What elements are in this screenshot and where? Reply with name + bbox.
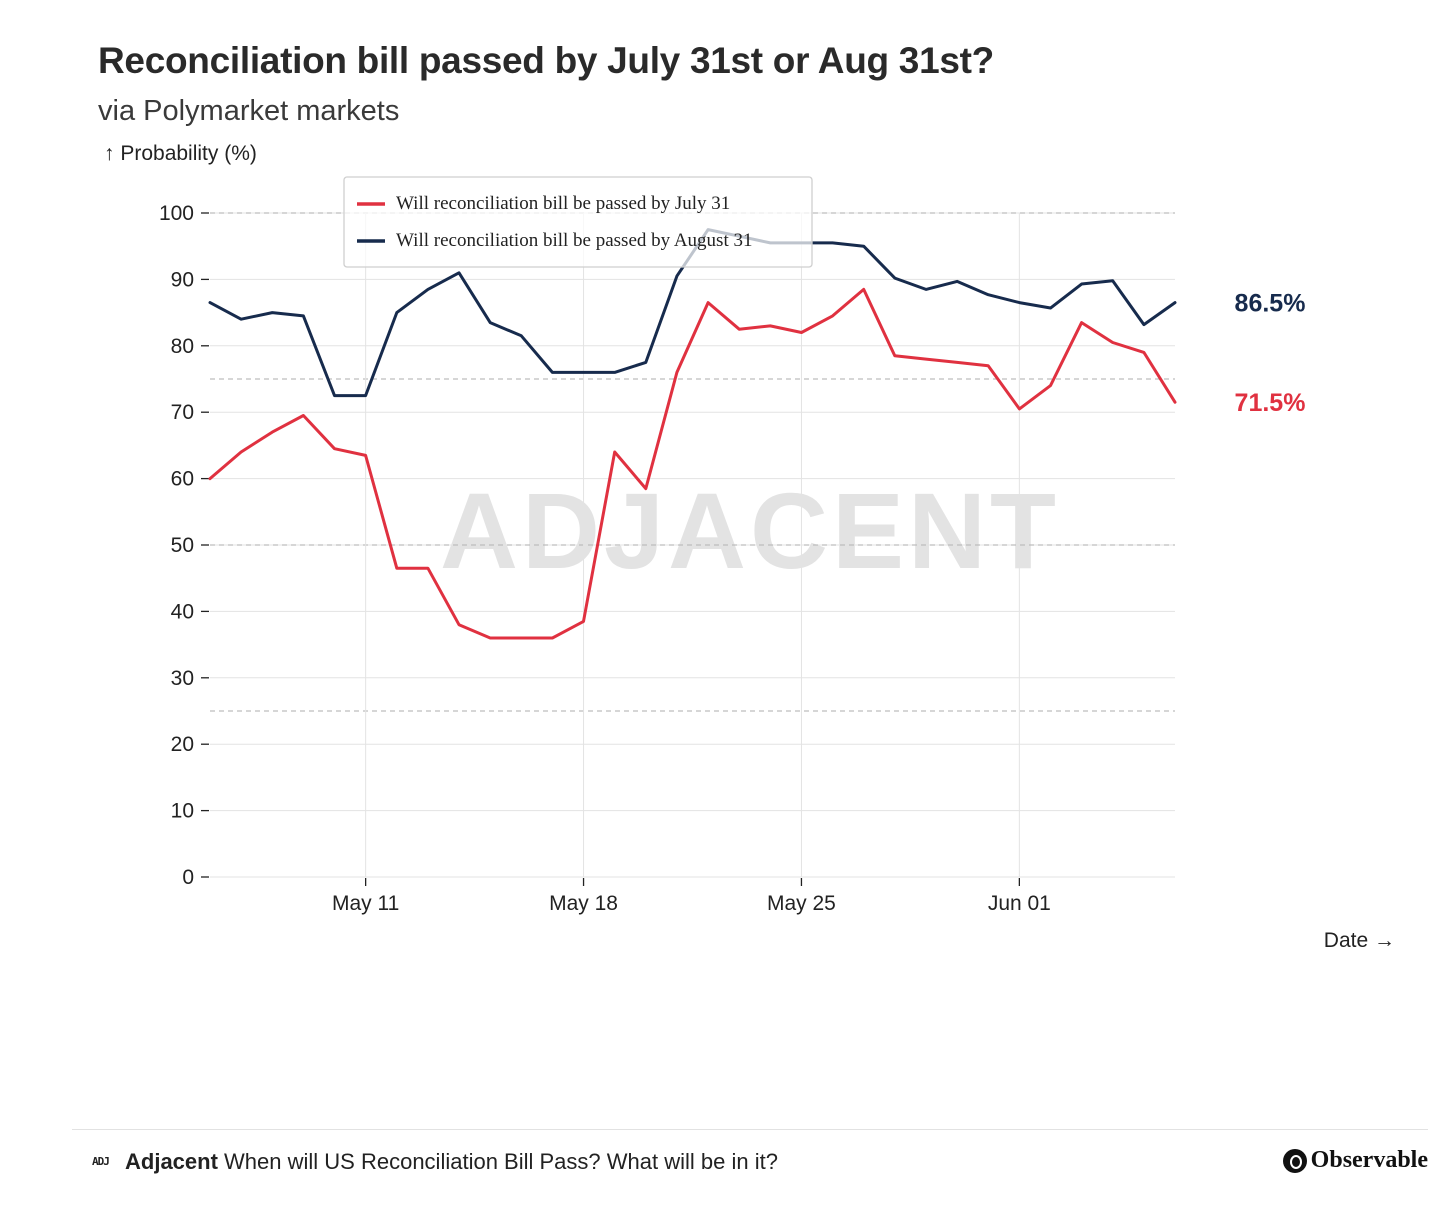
y-tick-label: 10	[171, 800, 194, 823]
legend-box	[343, 176, 813, 268]
legend-label-2: Will reconciliation bill be passed by Au…	[396, 230, 752, 251]
observable-link[interactable]: Observable	[1282, 1147, 1428, 1174]
end-label-2: 86.5%	[1235, 290, 1306, 318]
y-tick-label: 40	[171, 600, 194, 623]
y-tick-label: 60	[171, 468, 194, 491]
footer-link[interactable]: Adjacent When will US Reconciliation Bil…	[125, 1149, 778, 1175]
end-labels: 71.5% 86.5%	[1235, 290, 1306, 418]
y-tick-label: 80	[171, 335, 194, 358]
legend: Will reconciliation bill be passed by Ju…	[343, 176, 813, 268]
y-tick-label: 70	[171, 401, 194, 424]
footer-brand: Adjacent	[125, 1149, 218, 1174]
legend-label-1: Will reconciliation bill be passed by Ju…	[396, 193, 730, 214]
adjacent-logo-icon: ADJ	[92, 1155, 110, 1168]
y-axis-label: ↑ Probability (%)	[104, 142, 257, 165]
footer-description: When will US Reconciliation Bill Pass? W…	[224, 1149, 778, 1174]
y-tick-label: 20	[171, 733, 194, 756]
y-tick-label: 100	[159, 202, 194, 225]
x-tick-label: May 25	[767, 892, 836, 915]
chart-title: Reconciliation bill passed by July 31st …	[98, 40, 994, 81]
x-tick-label: Jun 01	[988, 892, 1051, 915]
footer: ADJ Adjacent When will US Reconciliation…	[72, 1129, 1428, 1212]
x-tick-label: May 11	[332, 892, 399, 915]
series-line-1	[208, 287, 1177, 640]
observable-logo-icon	[1282, 1148, 1307, 1173]
y-tick-label: 0	[182, 866, 194, 889]
line-chart: ADJACENT 0 10 20 30 40 50 60 70 80 90 100 May 11 May…	[104, 142, 1395, 952]
y-tick-label: 50	[171, 534, 194, 557]
observable-label: Observable	[1310, 1147, 1428, 1173]
chart-subtitle: via Polymarket markets	[98, 95, 400, 127]
grid-lines	[210, 212, 1175, 878]
end-label-1: 71.5%	[1235, 389, 1306, 417]
x-axis-label: Date →	[1324, 929, 1395, 952]
y-tick-label: 90	[171, 268, 194, 291]
axes: 0 10 20 30 40 50 60 70 80 90 100 May 11 May 18 May 25…	[104, 142, 1395, 952]
watermark: ADJACENT	[440, 470, 1060, 591]
y-tick-label: 30	[171, 667, 194, 690]
x-tick-label: May 18	[549, 892, 618, 915]
